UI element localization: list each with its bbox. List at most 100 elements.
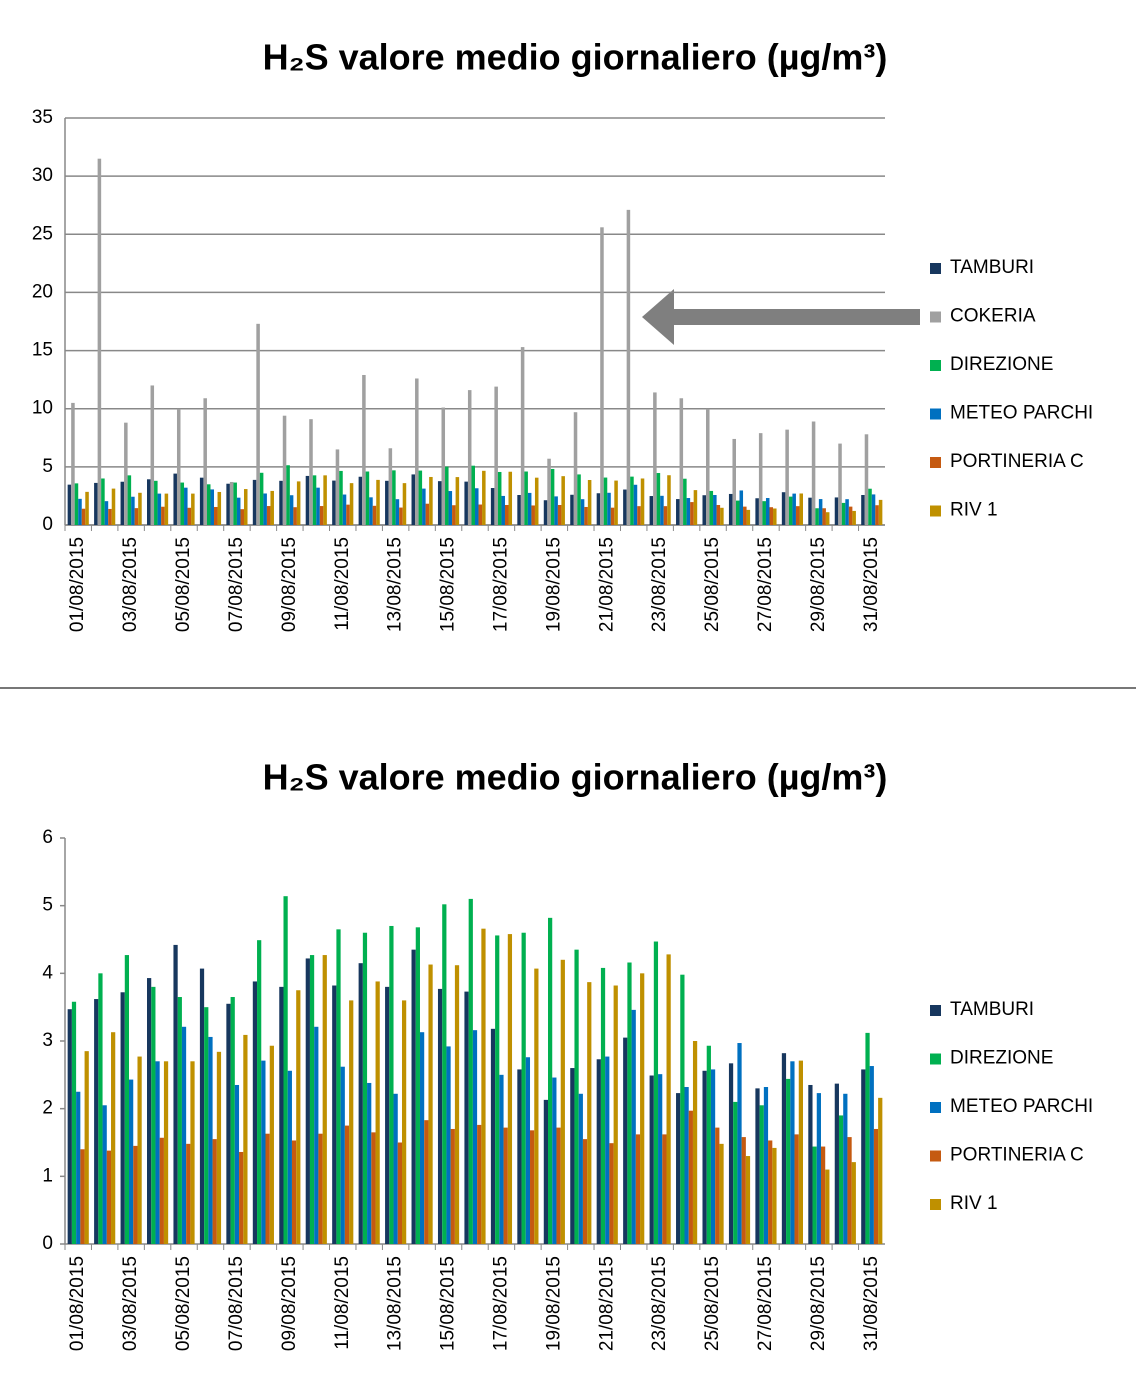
bar: [596, 493, 601, 525]
bar: [503, 1127, 508, 1244]
bar: [155, 1061, 160, 1244]
bar: [111, 1032, 116, 1244]
y-tick-label: 6: [42, 827, 53, 848]
bar: [226, 483, 230, 525]
legend-swatch: [930, 311, 941, 323]
bar: [94, 482, 98, 525]
bar: [871, 494, 876, 525]
bar: [623, 1037, 628, 1244]
bar: [270, 490, 274, 525]
bar: [816, 1093, 821, 1244]
bar: [786, 1078, 791, 1244]
bar: [362, 374, 366, 525]
bar: [653, 392, 657, 525]
bar: [81, 508, 86, 525]
bar: [710, 1069, 716, 1244]
legend-label: PORTINERIA C: [950, 451, 1084, 472]
bar: [94, 999, 99, 1244]
bar: [815, 508, 819, 525]
bar: [759, 1105, 764, 1244]
bar: [658, 1074, 663, 1244]
bar: [494, 386, 498, 525]
bar: [102, 1105, 107, 1244]
bar: [399, 507, 403, 525]
bar: [340, 1066, 345, 1244]
x-tick-label: 07/08/2015: [226, 537, 247, 632]
bar: [339, 470, 343, 525]
bar: [134, 508, 139, 525]
legend-label: PORTINERIA C: [950, 1145, 1084, 1166]
bar: [392, 470, 396, 525]
bar: [798, 1060, 803, 1244]
x-tick-label: 11/08/2015: [332, 537, 353, 631]
bar: [497, 471, 502, 525]
x-tick-label: 05/08/2015: [173, 537, 194, 632]
bar: [607, 492, 611, 525]
x-tick-label: 29/08/2015: [808, 1256, 829, 1351]
bar: [365, 471, 370, 525]
bar: [873, 1128, 879, 1244]
bar: [85, 491, 89, 525]
bar: [869, 1066, 874, 1244]
bar: [305, 475, 310, 525]
bar: [637, 506, 641, 525]
bar: [772, 1147, 777, 1244]
bar: [852, 510, 856, 525]
bar: [97, 158, 102, 525]
x-tick-label: 17/08/2015: [490, 1256, 511, 1351]
bar: [358, 963, 363, 1244]
bar: [794, 1134, 799, 1244]
bar: [138, 492, 142, 525]
bar: [191, 493, 195, 525]
bar: [256, 323, 260, 525]
bar: [212, 1139, 217, 1244]
bar: [319, 506, 324, 525]
bar: [547, 458, 551, 525]
bar: [610, 507, 615, 525]
bar: [762, 501, 766, 525]
arrow-shaft: [668, 309, 920, 325]
bar: [437, 988, 443, 1244]
legend-swatch: [930, 1005, 941, 1016]
bar: [358, 476, 363, 525]
bar: [755, 1088, 760, 1244]
bar: [745, 1156, 751, 1244]
bar: [495, 935, 500, 1244]
bar: [795, 506, 800, 525]
bar: [239, 1151, 244, 1244]
bar: [401, 1000, 407, 1244]
bar: [534, 968, 539, 1244]
y-tick-label: 20: [32, 281, 53, 302]
bar: [309, 419, 313, 525]
bar: [578, 1093, 583, 1244]
bar: [570, 1068, 575, 1244]
bar: [773, 508, 777, 525]
bar: [765, 498, 770, 525]
bar: [706, 1045, 711, 1244]
x-tick-label: 07/08/2015: [226, 1256, 247, 1351]
bar: [455, 477, 460, 525]
bar: [630, 476, 634, 525]
bar: [259, 472, 264, 525]
x-tick-label: 09/08/2015: [279, 1256, 300, 1351]
x-tick-label: 15/08/2015: [438, 537, 459, 632]
bar: [841, 502, 846, 525]
bar: [490, 1028, 496, 1244]
bar: [834, 1083, 839, 1244]
bar: [286, 465, 290, 525]
bar: [552, 1077, 557, 1244]
bar: [633, 484, 638, 525]
bar: [332, 985, 337, 1244]
bar: [67, 1009, 72, 1244]
bar: [266, 506, 271, 525]
legend-swatch: [930, 1199, 941, 1210]
bar: [623, 489, 627, 525]
arrow-head: [642, 289, 674, 345]
bar: [177, 997, 182, 1244]
bar: [468, 898, 473, 1244]
bar: [706, 408, 710, 525]
bar: [133, 1145, 138, 1244]
x-tick-label: 19/08/2015: [543, 1256, 564, 1351]
x-tick-label: 19/08/2015: [543, 537, 564, 632]
bar: [557, 504, 562, 525]
